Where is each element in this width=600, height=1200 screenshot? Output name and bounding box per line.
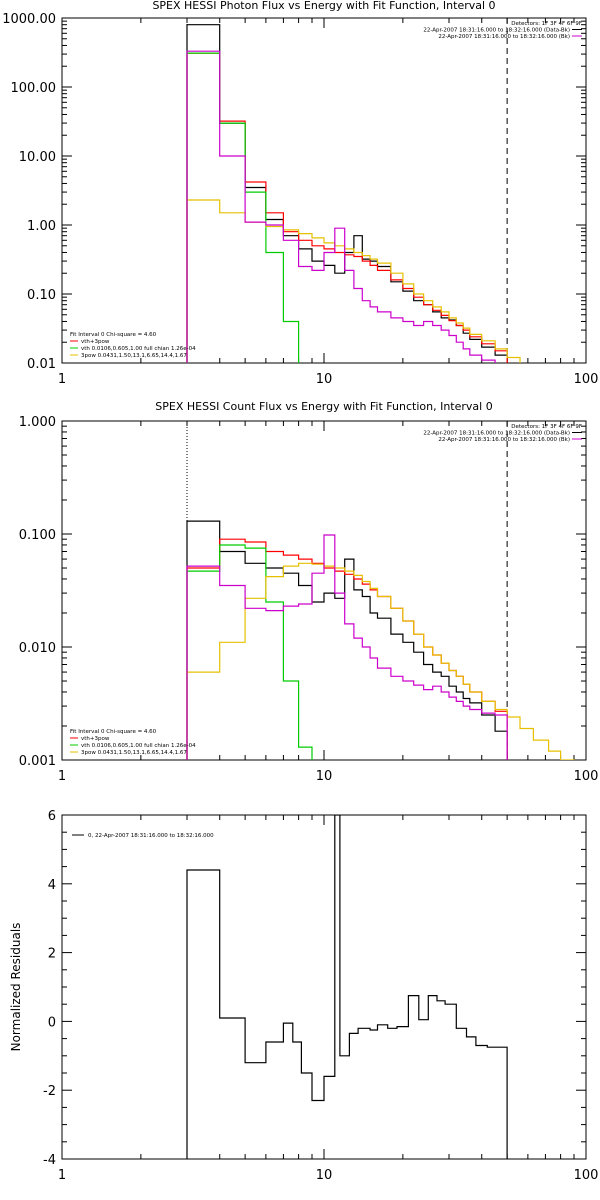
x-tick-label: 100 <box>574 372 599 387</box>
series-line-3 <box>186 199 521 363</box>
y-tick-label: 1.00 <box>27 219 56 234</box>
series-group <box>186 24 521 363</box>
legend-entry: vth 0.0106,0.605,1.00 full chian 1.26e-0… <box>81 743 196 749</box>
series-group <box>186 520 575 760</box>
legend-entry: 22-Apr-2007 18:31:16.000 to 18:32:16.000… <box>438 437 570 443</box>
x-tick-label: 100 <box>574 1168 599 1183</box>
y-tick-label: 2 <box>48 947 56 962</box>
legend-entry: Detectors: 1F 3F 4F 6F 9F <box>511 21 582 27</box>
chart-title: SPEX HESSI Count Flux vs Energy with Fit… <box>155 400 492 413</box>
y-tick-label: 10.00 <box>19 150 56 165</box>
y-tick-label: 0 <box>48 1015 56 1030</box>
series-line-0 <box>186 815 508 1159</box>
y-tick-label: 0.01 <box>27 357 56 372</box>
y-tick-label: 4 <box>48 878 56 893</box>
legend-entry: Fit Interval 0 Chi-square = 4.60 <box>70 729 157 735</box>
y-tick-label: 0.10 <box>27 288 56 303</box>
photon-flux-panel: SPEX HESSI Photon Flux vs Energy with Fi… <box>2 0 599 387</box>
legend-entry: 22-Apr-2007 18:31:16.000 to 18:32:16.000… <box>438 34 570 40</box>
series-line-1 <box>186 538 508 760</box>
x-tick-label: 1 <box>58 372 66 387</box>
series-line-0 <box>186 24 508 363</box>
x-tick-label: 10 <box>316 372 333 387</box>
chart-title: SPEX HESSI Photon Flux vs Energy with Fi… <box>152 0 495 12</box>
legend-entry: 0, 22-Apr-2007 18:31:16.000 to 18:32:16.… <box>88 833 214 839</box>
x-tick-label: 1 <box>58 1168 66 1183</box>
y-tick-label: 1000.00 <box>2 12 56 27</box>
legend-entry: Fit Interval 0 Chi-square = 4.60 <box>70 332 157 338</box>
legend-entry: 3pow 0.0431,1.50,13.1,6.65,14.4,1.67 <box>81 353 187 359</box>
y-tick-label: -4 <box>43 1153 56 1168</box>
legend-entry: vth 0.0106,0.605,1.00 full chian 1.26e-0… <box>81 346 196 352</box>
series-line-3 <box>186 562 575 760</box>
series-line-2 <box>186 52 300 363</box>
series-line-4 <box>186 534 508 760</box>
y-tick-label: 1.000 <box>19 415 56 430</box>
x-tick-label: 1 <box>58 769 66 784</box>
series-line-0 <box>186 520 508 760</box>
legend-entry: vth+3pow <box>81 736 110 742</box>
y-tick-label: -2 <box>43 1084 56 1099</box>
y-tick-label: 0.100 <box>19 528 56 543</box>
series-line-4 <box>186 50 496 363</box>
count-flux-panel: SPEX HESSI Count Flux vs Energy with Fit… <box>19 400 599 784</box>
y-tick-label: 6 <box>48 809 56 824</box>
legend-entry: 3pow 0.0431,1.50,13.1,6.65,14.4,1.67 <box>81 750 187 756</box>
y-tick-label: 0.001 <box>19 754 56 769</box>
x-tick-label: 10 <box>316 1168 333 1183</box>
legend-entry: 22-Apr-2007 18:31:16.000 to 18:32:16.000… <box>423 28 570 34</box>
series-group <box>186 815 508 1159</box>
series-line-1 <box>186 52 508 363</box>
x-tick-label: 10 <box>316 769 333 784</box>
y-axis-label: Normalized Residuals <box>9 923 23 1052</box>
legend-entry: vth+3pow <box>81 339 110 345</box>
x-tick-label: 100 <box>574 769 599 784</box>
residuals-panel: 1 10 100 -4 -2 0 2 4 6 Normalized Residuals 0, 22-… <box>9 809 599 1183</box>
y-tick-label: 0.010 <box>19 641 56 656</box>
legend-entry: Detectors: 1F 3F 4F 6F 9F <box>511 424 582 430</box>
y-tick-label: 100.00 <box>11 81 57 96</box>
legend-entry: 22-Apr-2007 18:31:16.000 to 18:32:16.000… <box>423 431 570 437</box>
